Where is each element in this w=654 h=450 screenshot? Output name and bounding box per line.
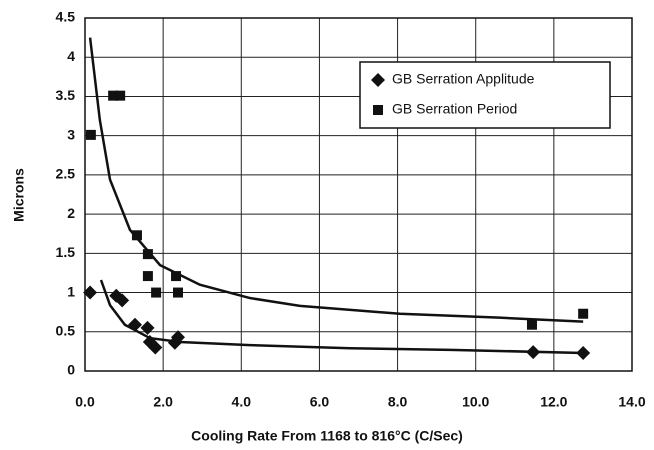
data-point	[526, 345, 541, 360]
data-point	[83, 285, 98, 300]
y-tick-label: 3	[67, 126, 75, 142]
data-point	[578, 308, 589, 319]
legend-marker	[373, 105, 383, 115]
legend-label: GB Serration Applitude	[392, 71, 535, 87]
y-tick-label: 3.5	[56, 87, 76, 103]
data-point	[131, 230, 142, 241]
data-point	[172, 287, 183, 298]
legend-box	[359, 61, 611, 129]
legend-marker	[371, 73, 385, 87]
data-point	[85, 129, 96, 140]
x-axis-label: Cooling Rate From 1168 to 816°C (C/Sec)	[191, 428, 463, 444]
data-point	[142, 271, 153, 282]
data-point	[171, 271, 182, 282]
data-point	[128, 317, 143, 332]
plot-frame	[84, 17, 633, 372]
x-tick-label: 6.0	[310, 394, 330, 410]
y-tick-label: 0.5	[56, 322, 76, 338]
x-tick-label: 12.0	[540, 394, 567, 410]
data-point	[151, 287, 162, 298]
y-tick-label: 1.5	[56, 244, 76, 260]
x-tick-label: 14.0	[618, 394, 645, 410]
data-point	[115, 90, 126, 101]
x-tick-label: 8.0	[388, 394, 408, 410]
data-point	[526, 319, 537, 330]
y-tick-label: 1	[67, 283, 75, 299]
data-point	[170, 330, 185, 345]
data-point	[115, 293, 130, 308]
data-point	[108, 90, 119, 101]
legend-label: GB Serration Period	[392, 101, 517, 117]
y-axis-label: Microns	[11, 168, 27, 222]
x-tick-label: 2.0	[153, 394, 173, 410]
trend-line	[88, 37, 584, 323]
x-tick-label: 4.0	[232, 394, 252, 410]
y-tick-label: 2.5	[56, 166, 76, 182]
data-point	[148, 340, 163, 355]
data-point	[142, 249, 153, 260]
y-tick-label: 0	[67, 362, 75, 378]
y-tick-label: 4.5	[56, 9, 76, 25]
data-point	[576, 345, 591, 360]
x-tick-label: 10.0	[462, 394, 489, 410]
y-tick-label: 2	[67, 205, 75, 221]
y-tick-label: 4	[67, 48, 75, 64]
x-tick-label: 0.0	[75, 394, 95, 410]
data-point	[140, 320, 155, 335]
